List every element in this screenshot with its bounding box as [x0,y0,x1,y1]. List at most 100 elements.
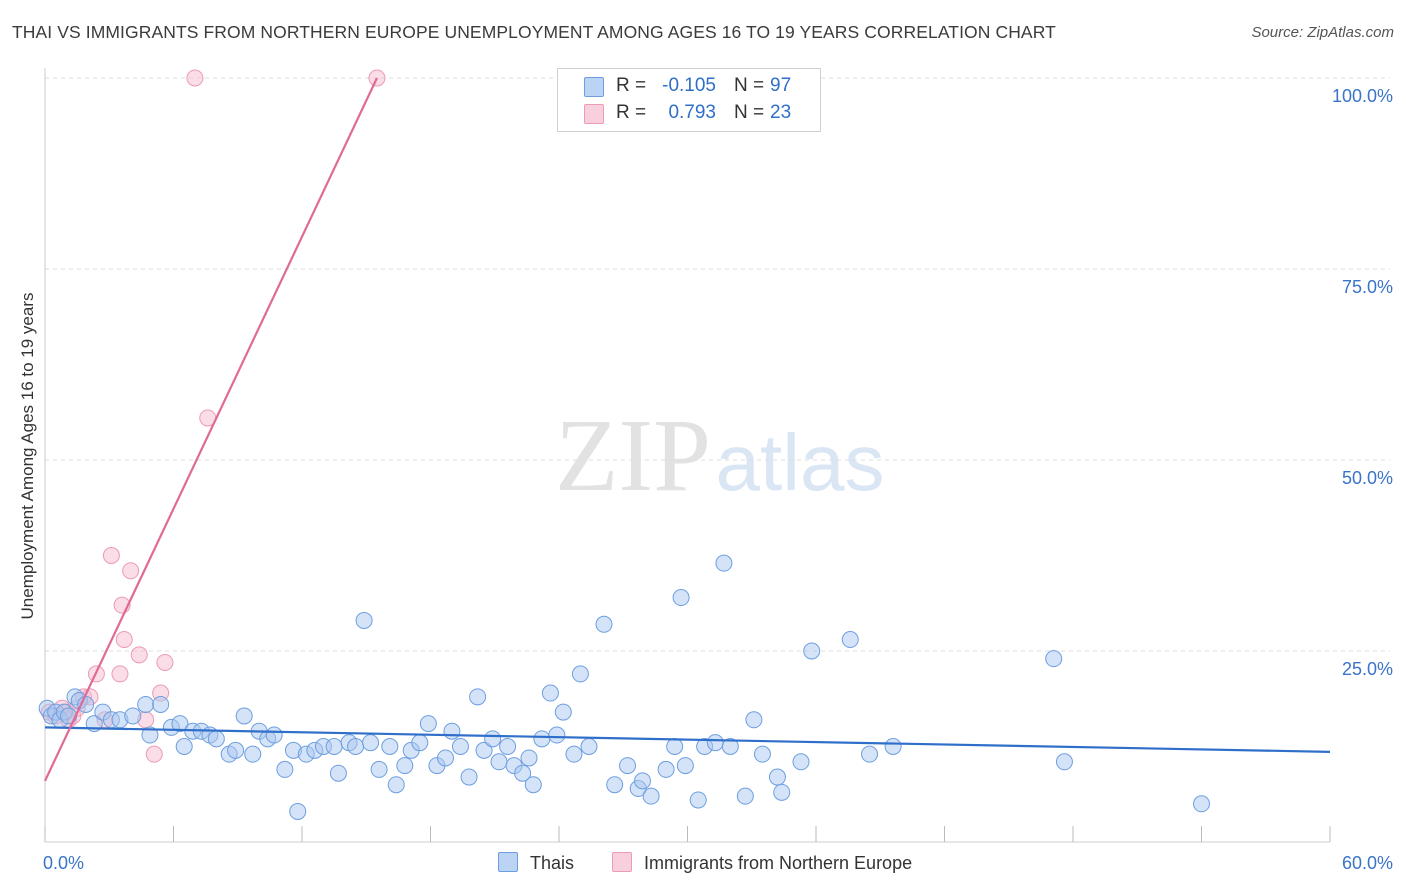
thai-point [325,738,343,755]
thai-point [484,730,502,748]
thai-point [387,776,405,794]
thai-point [514,764,532,782]
thai-point [580,738,598,755]
watermark-zip: ZIP [555,398,711,513]
northern-europe-point [115,631,133,649]
northern-europe-point [130,646,148,664]
thai-point [499,738,517,755]
thai-point [171,715,189,733]
thai-point [533,730,551,748]
thai-point [451,738,469,755]
thai-point [520,749,538,767]
thai-point [676,757,694,775]
thai-point [606,776,624,794]
n-value: 97 [770,75,792,96]
source-label: Source: ZipAtlas.com [1251,24,1394,41]
thai-point [634,772,652,790]
thai-point [672,589,690,607]
northern-europe-point [111,665,129,683]
thai-point [524,776,542,794]
thai-point [370,760,388,778]
thai-point [475,741,493,759]
thai-point [861,745,879,763]
chart-title: THAI VS IMMIGRANTS FROM NORTHERN EUROPE … [12,22,1056,42]
thai-point [554,703,572,721]
thai-point [571,665,589,683]
trend-lines [44,77,1331,782]
northern-europe-legend-swatch [612,852,632,872]
thai-point [460,768,478,786]
thai-point [548,726,566,744]
northern-europe-legend-label: Immigrants from Northern Europe [644,853,913,873]
y-tick-label: 50.0% [1342,468,1393,488]
thai-point [381,738,399,755]
correlation-legend: R = -0.105 N = 97 R = 0.793 N = 23 [557,68,821,132]
thai-point [137,695,155,713]
thai-point [666,738,684,755]
thai-point [265,726,283,744]
thai-point [490,753,508,771]
n-value: 23 [770,102,792,123]
thai-point [152,695,170,713]
thai-point [289,802,307,820]
legend-item-northern-europe: Immigrants from Northern Europe [612,852,912,874]
thai-point [792,753,810,771]
thai-point [595,615,613,633]
thais-legend-swatch [498,852,518,872]
thai-point [753,745,771,763]
data-points [38,69,1210,820]
northern-europe-point [145,745,163,763]
y-tick-label: 25.0% [1342,659,1393,679]
thai-point [355,611,373,629]
thai-point [841,631,859,649]
thai-point [396,757,414,775]
thai-point [745,711,763,729]
thai-point [1193,795,1210,813]
thai-point [235,707,253,725]
thai-point [884,738,902,755]
r-label: R = [616,102,647,123]
thai-point [141,726,159,744]
thai-point [1045,650,1063,668]
x-tick-label: 60.0% [1342,853,1393,873]
tick-labels: 25.0% 50.0% 75.0% 100.0% 0.0% 60.0% [43,86,1393,873]
thai-point [175,738,193,755]
thai-point [362,734,380,752]
thai-point [244,745,262,763]
thai-point [689,791,707,809]
watermark-atlas: atlas [716,418,885,507]
thai-point [469,688,487,706]
n-label: N = [734,102,765,123]
thais-swatch [584,77,604,97]
thai-point [541,684,559,702]
thai-point [715,554,733,572]
thai-point [443,722,461,740]
legend-row-thais: R = -0.105 N = 97 [558,74,820,100]
northern-europe-point [122,562,140,580]
thai-point [329,764,347,782]
r-label: R = [616,75,647,96]
northern-europe-swatch [584,104,604,124]
thai-point [1055,753,1073,771]
y-tick-label: 75.0% [1342,277,1393,297]
thai-point [207,730,225,748]
n-label: N = [734,75,765,96]
thai-point [773,783,791,801]
y-tick-label: 100.0% [1332,86,1393,106]
legend-row-northern-europe: R = 0.793 N = 23 [558,101,820,127]
thai-point [803,642,821,660]
northern-europe-point [102,547,120,564]
r-value: -0.105 [662,75,716,96]
x-tick-label: 0.0% [43,853,84,873]
thai-point [276,760,294,778]
thai-point [347,738,365,755]
thai-point [436,749,454,767]
thai-point [706,734,724,752]
thai-point [227,741,245,759]
grid-lines [45,77,1390,652]
northern-europe-trend-line [44,77,378,782]
r-value: 0.793 [668,102,716,123]
thai-point [124,707,142,725]
thai-point [565,745,583,763]
